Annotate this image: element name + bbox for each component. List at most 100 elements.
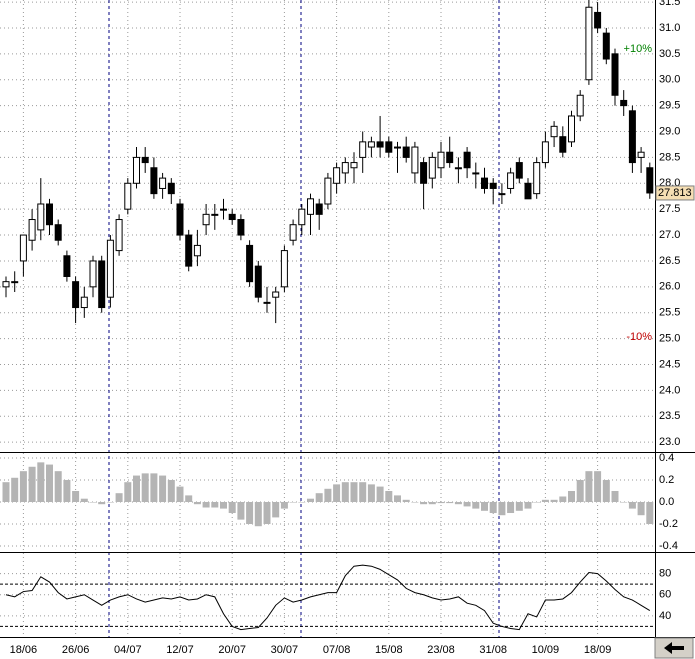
y-tick-label: 23.5 bbox=[659, 410, 680, 422]
bar bbox=[611, 490, 619, 502]
bar bbox=[2, 482, 10, 502]
candle-body bbox=[428, 156, 436, 179]
arrow-icon bbox=[664, 642, 684, 654]
bar bbox=[307, 498, 314, 502]
bar bbox=[367, 484, 375, 502]
y-tick-label: 26.5 bbox=[659, 255, 680, 267]
bar bbox=[289, 502, 297, 503]
bar bbox=[54, 471, 62, 502]
bar bbox=[211, 502, 219, 508]
x-tick-label: 07/08 bbox=[323, 644, 351, 656]
y-tick-label: 25.5 bbox=[659, 307, 680, 319]
bar bbox=[98, 502, 106, 505]
bar bbox=[385, 490, 393, 502]
bar bbox=[19, 471, 27, 502]
candle-body bbox=[254, 265, 262, 298]
bar bbox=[124, 482, 132, 502]
x-tick-label: 18/09 bbox=[584, 644, 612, 656]
candle-body bbox=[28, 219, 36, 241]
candle-body bbox=[524, 182, 532, 200]
bar bbox=[315, 493, 323, 502]
bar bbox=[167, 479, 175, 502]
candle-body bbox=[211, 213, 219, 216]
x-tick-label: 20/07 bbox=[218, 644, 246, 656]
y-tick-label: 60 bbox=[659, 589, 671, 601]
candle-body bbox=[133, 156, 140, 184]
candle-body bbox=[54, 224, 62, 241]
y-tick-label: 31.5 bbox=[659, 0, 680, 8]
bar bbox=[133, 475, 140, 502]
bar bbox=[220, 502, 227, 509]
candle-body bbox=[124, 182, 132, 210]
bar bbox=[646, 502, 654, 525]
marks bbox=[0, 0, 655, 631]
y-tick-label: 24.0 bbox=[659, 384, 680, 396]
bar bbox=[176, 486, 184, 502]
candle-body bbox=[559, 136, 567, 153]
candle-body bbox=[463, 151, 471, 169]
bar bbox=[106, 502, 114, 503]
candle-body bbox=[37, 203, 45, 231]
candle-body bbox=[307, 198, 314, 215]
y-tick-label: 24.5 bbox=[659, 358, 680, 370]
candle-body bbox=[315, 203, 323, 215]
bar bbox=[550, 499, 558, 502]
y-tick-label: 25.0 bbox=[659, 333, 680, 345]
bar bbox=[80, 498, 88, 502]
bar bbox=[63, 479, 71, 502]
y-tick-label: 29.5 bbox=[659, 100, 680, 112]
bar bbox=[228, 502, 236, 514]
candle-body bbox=[185, 234, 193, 267]
bar bbox=[507, 502, 515, 514]
bar bbox=[115, 493, 123, 502]
candle-body bbox=[72, 281, 80, 309]
candle-body bbox=[193, 244, 201, 257]
x-tick-label: 18/06 bbox=[10, 644, 38, 656]
bar bbox=[576, 479, 584, 502]
candle-body bbox=[628, 110, 636, 164]
scroll-button[interactable] bbox=[654, 637, 694, 659]
bar bbox=[263, 502, 271, 525]
bar bbox=[394, 495, 401, 502]
candle-body bbox=[341, 162, 349, 174]
candle-body bbox=[472, 172, 480, 175]
candle-body bbox=[385, 141, 393, 153]
line bbox=[5, 564, 651, 631]
bar bbox=[46, 464, 53, 502]
candle-body bbox=[533, 162, 541, 195]
bar bbox=[420, 502, 428, 505]
line-series bbox=[0, 564, 655, 631]
candle-body bbox=[298, 208, 306, 226]
bar bbox=[150, 473, 158, 502]
last-value-box bbox=[655, 185, 695, 201]
bar bbox=[350, 482, 358, 502]
y-tick-label: 23.0 bbox=[659, 436, 680, 448]
bar bbox=[454, 502, 462, 505]
candle-body bbox=[89, 260, 97, 288]
bar bbox=[280, 502, 288, 509]
candle-body bbox=[402, 146, 410, 158]
y-tick-label: 0.0 bbox=[659, 496, 674, 508]
bar bbox=[237, 502, 245, 520]
bar bbox=[28, 466, 36, 502]
bar bbox=[602, 479, 610, 502]
bar bbox=[402, 499, 410, 502]
candle-body bbox=[507, 172, 515, 189]
bar bbox=[185, 495, 193, 502]
bar bbox=[489, 502, 497, 514]
candle-body bbox=[594, 11, 602, 29]
candle-body bbox=[333, 167, 341, 184]
candle-body bbox=[324, 177, 332, 205]
candle-body bbox=[220, 208, 227, 211]
candle-body bbox=[246, 244, 254, 283]
candle-body bbox=[2, 281, 10, 288]
month-separators bbox=[108, 0, 500, 637]
bar bbox=[628, 502, 636, 509]
bar bbox=[428, 502, 436, 505]
bar bbox=[324, 488, 332, 502]
candle-body bbox=[394, 146, 401, 149]
y-tick-label: 30.0 bbox=[659, 74, 680, 86]
y-tick-label: -0.4 bbox=[659, 540, 678, 552]
frame bbox=[0, 0, 695, 638]
